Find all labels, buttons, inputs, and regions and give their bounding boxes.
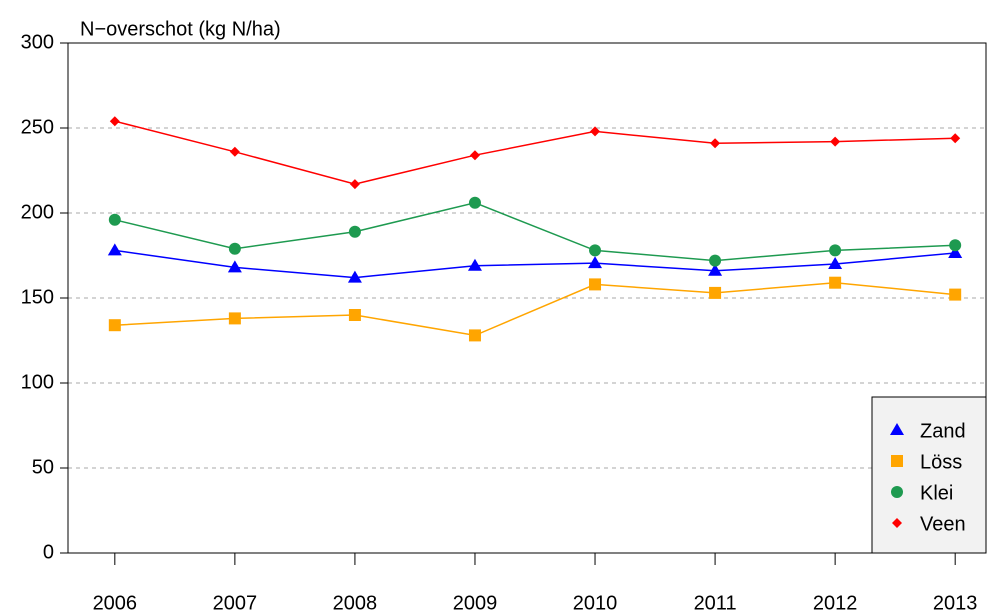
marker <box>709 286 722 299</box>
marker <box>948 245 963 258</box>
y-tick-label: 250 <box>21 116 54 138</box>
marker <box>348 225 361 238</box>
marker <box>829 244 842 257</box>
legend-label: Zand <box>920 420 966 442</box>
legend-box <box>871 396 987 554</box>
chart-title: N−overschot (kg N/ha) <box>80 18 281 40</box>
marker <box>468 329 481 342</box>
marker <box>828 257 843 269</box>
y-tick-label: 0 <box>43 541 54 563</box>
marker <box>467 258 482 271</box>
legend-marker <box>892 518 902 528</box>
marker <box>227 260 242 273</box>
series-line <box>114 281 956 337</box>
legend-marker <box>891 455 903 467</box>
marker <box>589 244 602 257</box>
marker <box>829 276 842 289</box>
marker <box>469 150 480 161</box>
marker <box>949 288 962 301</box>
x-tick-label: 2008 <box>333 592 378 613</box>
x-tick-label: 2012 <box>813 592 858 613</box>
legend-marker <box>891 486 903 498</box>
marker <box>349 179 360 190</box>
marker <box>228 312 241 325</box>
x-tick-label: 2006 <box>93 592 138 613</box>
marker <box>108 319 121 332</box>
marker <box>229 146 240 157</box>
x-tick-label: 2011 <box>694 592 737 613</box>
marker <box>589 278 602 291</box>
marker <box>708 263 723 276</box>
marker <box>347 270 362 283</box>
marker <box>107 243 122 256</box>
y-tick-label: 100 <box>21 371 54 393</box>
legend-label: Klei <box>920 482 953 504</box>
marker <box>109 116 120 127</box>
marker <box>590 126 601 137</box>
x-tick-label: 2007 <box>213 592 258 613</box>
y-tick-label: 150 <box>21 286 54 308</box>
marker <box>950 133 961 144</box>
x-tick-label: 2009 <box>453 592 498 613</box>
marker <box>709 254 722 267</box>
marker <box>348 309 361 321</box>
y-tick-label: 300 <box>21 31 54 53</box>
y-tick-label: 50 <box>32 456 54 478</box>
legend-label: Löss <box>920 451 962 473</box>
series-line <box>114 120 956 185</box>
plot-frame <box>67 42 987 554</box>
legend-label: Veen <box>920 513 966 535</box>
marker <box>949 239 962 252</box>
series-line <box>114 249 956 279</box>
marker <box>588 256 603 269</box>
series-line <box>114 202 956 262</box>
marker <box>468 196 481 209</box>
x-tick-label: 2010 <box>573 592 618 613</box>
legend-marker <box>890 423 904 435</box>
marker <box>108 213 121 226</box>
y-tick-label: 200 <box>21 201 54 223</box>
marker <box>710 138 721 149</box>
x-tick-label: 2013 <box>933 592 978 613</box>
marker <box>228 242 241 255</box>
marker <box>830 136 841 147</box>
